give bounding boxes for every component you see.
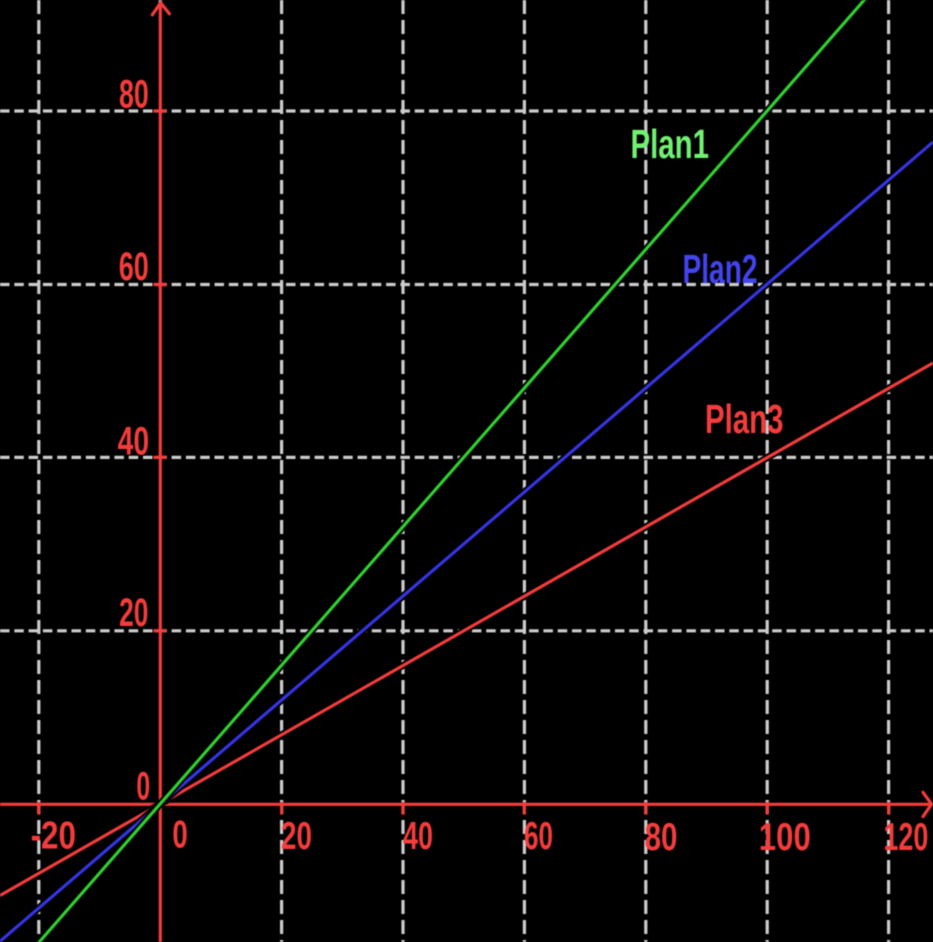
- svg-text:40: 40: [118, 420, 150, 464]
- svg-text:60: 60: [524, 815, 553, 858]
- svg-text:100: 100: [759, 816, 811, 859]
- svg-text:80: 80: [119, 73, 149, 117]
- svg-text:80: 80: [645, 816, 678, 859]
- svg-text:120: 120: [883, 816, 928, 859]
- svg-text:-20: -20: [31, 815, 76, 858]
- svg-text:20: 20: [281, 815, 312, 858]
- svg-text:Plan3: Plan3: [705, 396, 784, 442]
- svg-text:40: 40: [403, 815, 433, 858]
- svg-text:0: 0: [172, 814, 187, 857]
- svg-text:20: 20: [119, 591, 148, 635]
- svg-text:Plan1: Plan1: [631, 121, 710, 167]
- svg-text:Plan2: Plan2: [683, 246, 758, 292]
- svg-text:0: 0: [136, 765, 150, 809]
- svg-text:60: 60: [119, 245, 149, 289]
